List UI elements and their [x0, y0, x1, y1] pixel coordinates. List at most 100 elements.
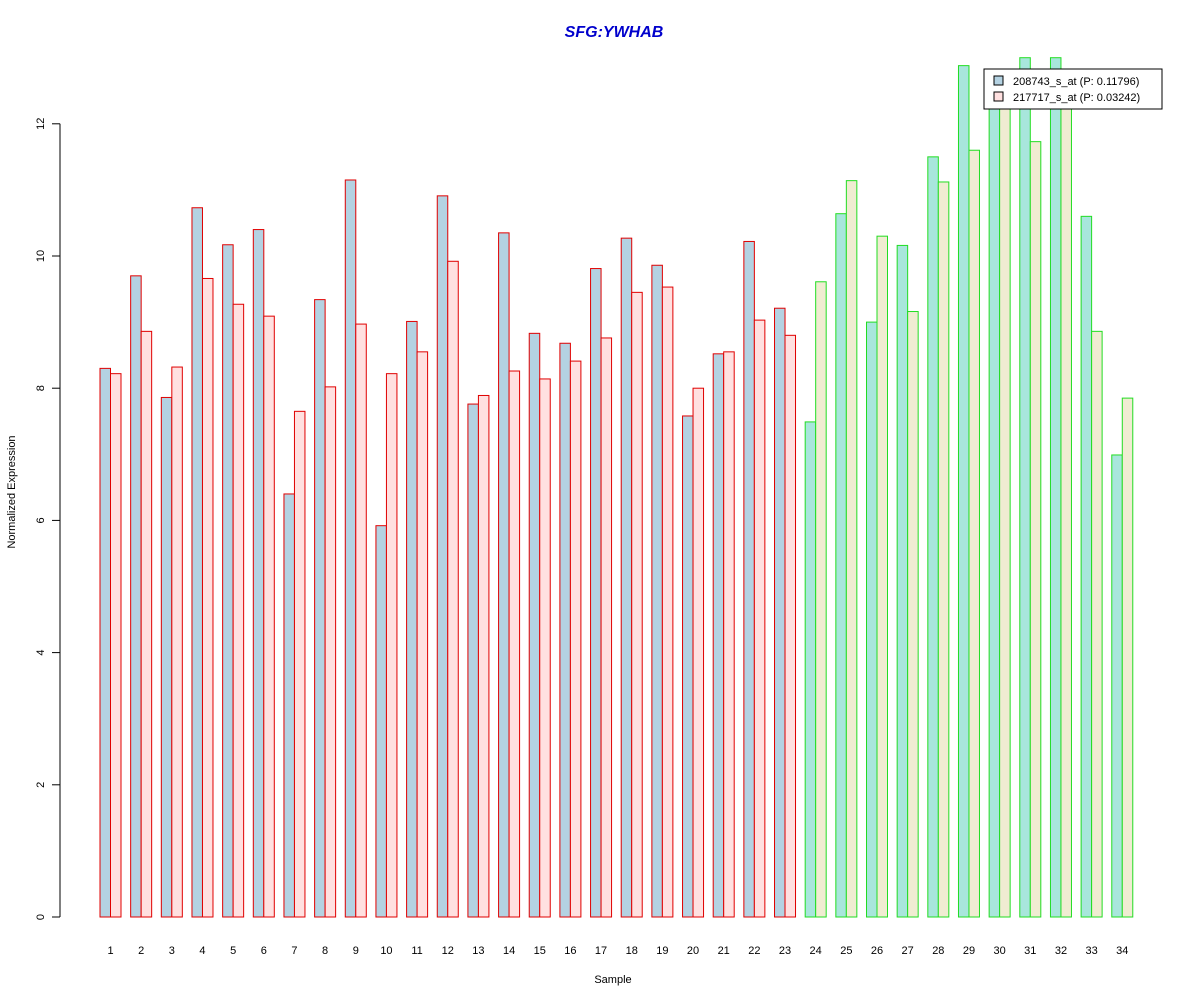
bar-217717-sample-18 [631, 291, 643, 918]
y-tick-label: 8 [35, 385, 47, 391]
bar-208743-sample-24 [804, 421, 817, 918]
bar-217717-sample-7 [293, 410, 306, 918]
y-tick-label: 2 [35, 782, 47, 788]
bar-208743-sample-23 [774, 307, 786, 918]
bar-217717-sample-33 [1091, 330, 1103, 918]
x-tick-label: 34 [1116, 945, 1128, 957]
x-tick-label: 10 [380, 945, 392, 957]
bar-217717-sample-19 [661, 286, 674, 918]
bar-217717-sample-10 [385, 373, 398, 918]
chart-title: SFG:YWHAB [565, 24, 664, 41]
bar-217717-sample-22 [753, 319, 766, 918]
x-tick-label: 9 [353, 945, 359, 957]
x-tick-label: 11 [411, 945, 422, 957]
bar-208743-sample-26 [866, 321, 878, 918]
bar-208743-sample-31 [1019, 57, 1031, 918]
legend-swatch-217717 [993, 91, 1004, 102]
bar-217717-sample-17 [600, 337, 613, 918]
bar-208743-sample-28 [927, 156, 939, 918]
x-tick-label: 31 [1024, 945, 1036, 957]
bar-208743-sample-25 [835, 213, 847, 918]
bar-208743-sample-5 [222, 244, 234, 918]
x-tick-label: 24 [810, 945, 822, 957]
x-tick-label: 1 [107, 945, 113, 957]
bar-217717-sample-11 [416, 351, 429, 918]
bar-208743-sample-34 [1111, 454, 1123, 918]
x-tick-label: 29 [963, 945, 975, 957]
legend-label-217717: 217717_s_at (P: 0.03242) [1013, 92, 1140, 104]
x-tick-label: 28 [932, 945, 944, 957]
bar-217717-sample-27 [907, 311, 919, 918]
legend: 208743_s_at (P: 0.11796) 217717_s_at (P:… [983, 68, 1163, 110]
x-tick-label: 19 [656, 945, 668, 957]
x-tick-label: 17 [595, 945, 607, 957]
x-tick-label: 13 [472, 945, 484, 957]
x-tick-label: 4 [199, 945, 205, 957]
bar-208743-sample-4 [191, 207, 203, 918]
x-tick-label: 32 [1055, 945, 1067, 957]
legend-box [983, 68, 1163, 110]
x-tick-label: 30 [994, 945, 1006, 957]
bar-217717-sample-25 [845, 180, 858, 918]
bar-217717-sample-24 [815, 281, 827, 918]
x-tick-label: 27 [902, 945, 914, 957]
bar-217717-sample-26 [876, 235, 888, 918]
x-tick-label: 3 [169, 945, 175, 957]
bar-208743-sample-32 [1049, 57, 1062, 918]
x-tick-label: 25 [840, 945, 852, 957]
x-tick-labels: 1 2 3 4 5 6 7 8 9 10 11 12 13 14 15 16 17 18 19 20 21 22 23 24 2… [107, 945, 1128, 957]
bar-217717-sample-6 [263, 315, 275, 918]
bar-217717-sample-2 [140, 330, 153, 918]
bar-208743-sample-14 [498, 232, 510, 918]
x-tick-label: 21 [718, 945, 730, 957]
y-axis: 0 2 4 6 8 10 12 [35, 118, 61, 920]
bar-217717-sample-14 [508, 370, 521, 918]
x-tick-label: 8 [322, 945, 328, 957]
legend-swatch-208743 [993, 75, 1004, 86]
bar-208743-sample-1 [99, 367, 111, 918]
bar-217717-sample-16 [569, 360, 582, 918]
bar-208743-sample-10 [375, 525, 387, 918]
bar-217717-sample-3 [171, 366, 183, 918]
bar-208743-sample-2 [130, 275, 142, 918]
x-tick-label: 2 [138, 945, 144, 957]
x-tick-label: 33 [1085, 945, 1097, 957]
bar-208743-sample-13 [467, 403, 479, 918]
x-tick-label: 22 [748, 945, 760, 957]
bar-208743-sample-27 [896, 244, 909, 918]
bar-208743-sample-21 [712, 353, 725, 918]
bar-217717-sample-20 [692, 387, 705, 918]
bar-217717-sample-13 [477, 394, 490, 918]
bar-217717-sample-9 [355, 323, 367, 918]
bar-208743-sample-7 [283, 493, 295, 918]
bar-208743-sample-9 [344, 179, 357, 918]
bar-217717-sample-23 [784, 334, 797, 918]
x-tick-label: 18 [626, 945, 638, 957]
bar-217717-sample-1 [110, 373, 122, 918]
x-tick-label: 20 [687, 945, 699, 957]
x-tick-label: 5 [230, 945, 236, 957]
x-tick-label: 14 [503, 945, 515, 957]
x-tick-label: 15 [534, 945, 546, 957]
bar-208743-sample-30 [988, 96, 1001, 918]
bar-217717-sample-34 [1121, 397, 1134, 918]
y-tick-label: 4 [35, 650, 47, 656]
x-axis-label: Sample [594, 974, 631, 986]
bar-217717-sample-31 [1029, 141, 1042, 918]
bar-217717-sample-30 [999, 96, 1011, 918]
x-tick-label: 23 [779, 945, 791, 957]
bar-208743-sample-8 [314, 299, 326, 918]
x-tick-label: 7 [291, 945, 297, 957]
bar-208743-sample-12 [436, 195, 449, 918]
bar-208743-sample-15 [528, 332, 541, 918]
bar-208743-sample-18 [620, 237, 633, 918]
bars [99, 57, 1134, 918]
bar-217717-sample-15 [539, 378, 551, 918]
bar-217717-sample-4 [201, 277, 214, 918]
x-tick-label: 6 [261, 945, 267, 957]
bar-208743-sample-29 [957, 65, 970, 918]
bar-208743-sample-6 [252, 229, 265, 918]
y-tick-label: 0 [35, 914, 47, 920]
bar-217717-sample-21 [723, 351, 735, 918]
